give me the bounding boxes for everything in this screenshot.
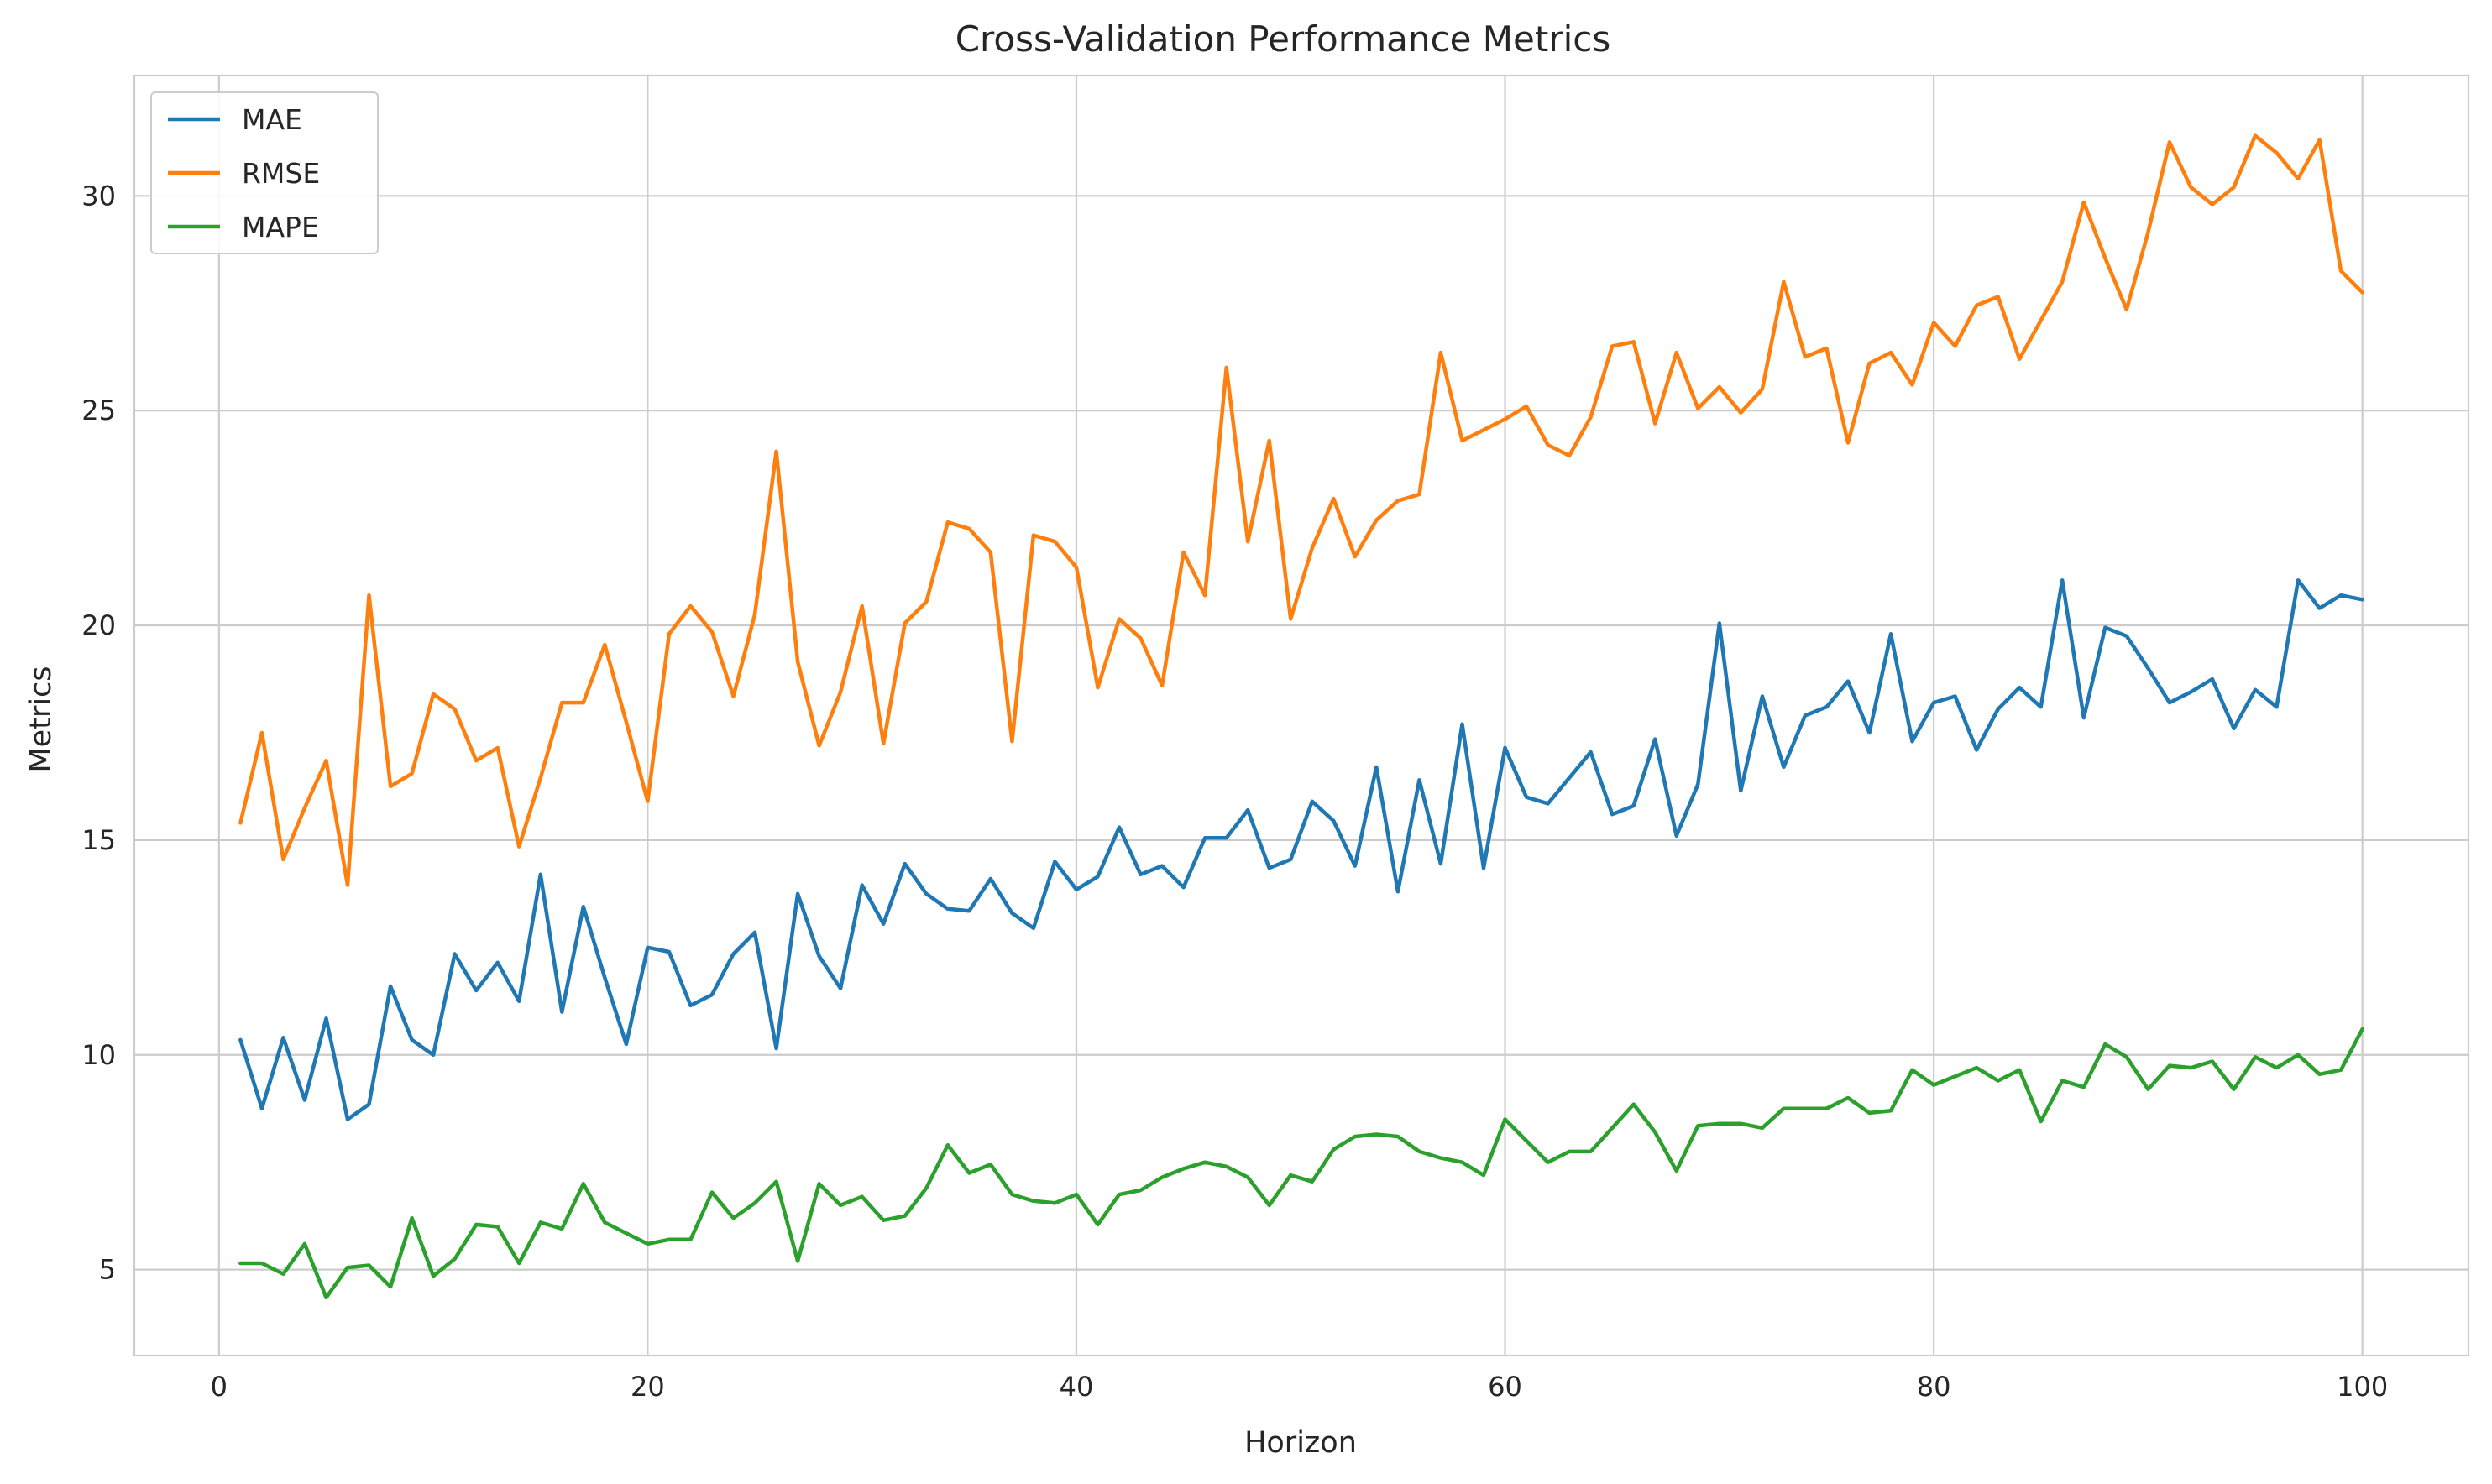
x-tick-label: 20: [631, 1371, 665, 1403]
y-tick-label: 15: [81, 824, 116, 856]
y-tick-label: 5: [99, 1254, 116, 1286]
plot-background: [134, 76, 2468, 1356]
series-line-mape: [238, 1027, 2364, 1300]
y-tick-label: 20: [81, 609, 116, 641]
x-axis-label: Horizon: [1244, 1426, 1357, 1460]
legend-label-mae: MAE: [242, 103, 302, 136]
x-tick-label: 60: [1488, 1371, 1522, 1403]
y-axis-label: Metrics: [24, 666, 58, 772]
series-line-mae: [238, 578, 2364, 1121]
plot-frame: [133, 74, 2470, 1357]
x-tick-label: 100: [2337, 1371, 2388, 1403]
legend-label-rmse: RMSE: [242, 157, 320, 190]
y-tick-label: 30: [81, 180, 116, 212]
grid: [134, 76, 2468, 1356]
legend-box: [150, 91, 379, 254]
series-line-rmse: [238, 133, 2364, 887]
y-tick-label: 10: [81, 1039, 116, 1071]
chart-title: Cross-Validation Performance Metrics: [955, 18, 1611, 60]
series-lines: [238, 133, 2364, 1300]
legend-label-mape: MAPE: [242, 211, 319, 243]
x-tick-label: 80: [1917, 1371, 1951, 1403]
x-tick-label: 40: [1060, 1371, 1094, 1403]
y-tick-label: 25: [81, 395, 116, 426]
x-tick-label: 0: [211, 1371, 228, 1403]
legend: MAE RMSE MAPE: [150, 91, 379, 254]
tick-labels: 0 20 40 60 80 100 5 10 15 20 25 30: [81, 180, 2388, 1403]
